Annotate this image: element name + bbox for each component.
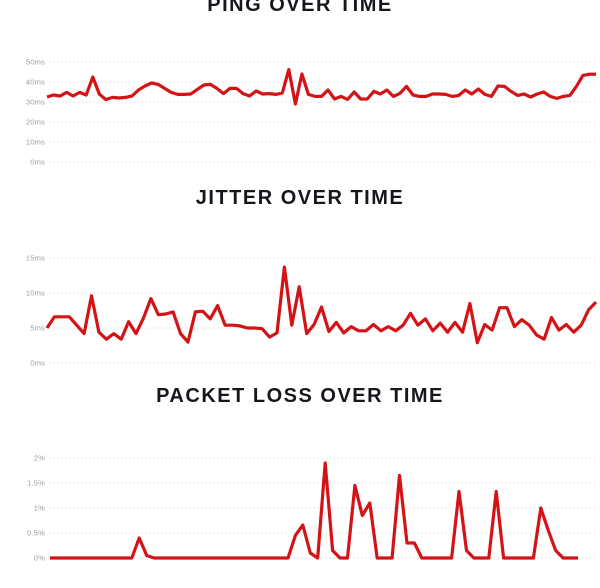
jitter-chart-title: JITTER OVER TIME xyxy=(195,187,405,209)
y-tick-label: 30ms xyxy=(26,98,45,107)
ping-chart: 50ms 40ms 30ms 20ms 10ms 0ms xyxy=(26,58,598,167)
y-tick-label: 0% xyxy=(34,554,45,563)
y-tick-label: 40ms xyxy=(26,78,45,87)
y-tick-label: 0ms xyxy=(30,158,45,167)
packet-loss-chart-title: PACKET LOSS OVER TIME xyxy=(156,385,444,407)
y-tick-label: 15ms xyxy=(26,254,45,263)
y-tick-label: 1.5% xyxy=(27,479,45,488)
y-tick-label: 20ms xyxy=(26,118,45,127)
ping-chart-title: PING OVER TIME xyxy=(207,0,393,16)
packetloss-line-series xyxy=(50,461,578,560)
y-tick-label: 2% xyxy=(34,454,45,463)
y-tick-label: 10ms xyxy=(26,138,45,147)
packet-loss-chart: 2% 1.5% 1% 0.5% 0% xyxy=(27,454,598,563)
y-tick-label: 1% xyxy=(34,504,45,513)
jitter-line-series xyxy=(45,265,598,345)
ping-line-series xyxy=(46,68,596,106)
y-tick-label: 50ms xyxy=(26,58,45,67)
y-tick-label: 5ms xyxy=(30,324,45,333)
y-tick-label: 0.5% xyxy=(27,529,45,538)
y-tick-label: 10ms xyxy=(26,289,45,298)
y-tick-label: 0ms xyxy=(30,359,45,368)
jitter-chart: 15ms 10ms 5ms 0ms xyxy=(26,254,598,368)
